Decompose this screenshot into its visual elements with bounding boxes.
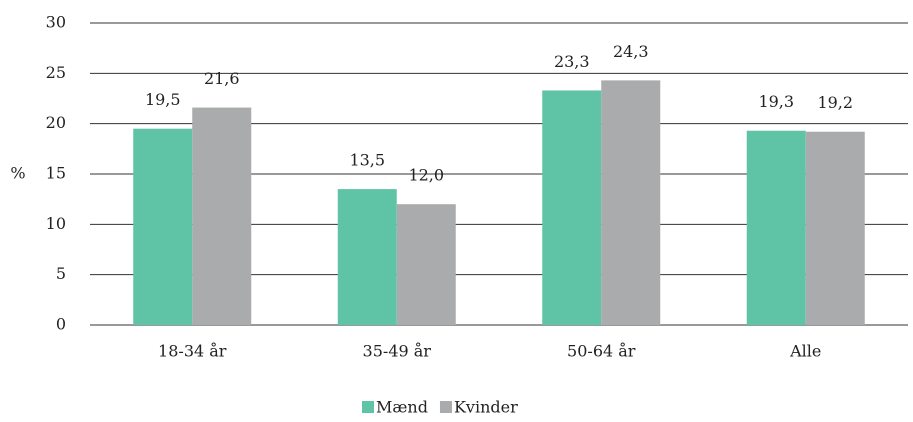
value-label: 12,0: [408, 166, 444, 185]
value-label: 23,3: [554, 52, 590, 71]
bar: [192, 107, 252, 325]
value-label: 19,2: [817, 93, 853, 112]
value-label: 19,5: [145, 90, 181, 109]
bar: [746, 130, 806, 325]
x-tick-label: 35-49 år: [363, 342, 432, 361]
legend-label: Mænd: [376, 398, 428, 417]
y-axis-label: %: [10, 164, 25, 183]
y-tick-label: 15: [46, 164, 66, 183]
y-tick-label: 25: [46, 63, 66, 82]
y-tick-label: 30: [46, 13, 66, 32]
bar: [805, 131, 865, 325]
value-label: 24,3: [613, 42, 649, 61]
y-tick-label: 0: [56, 315, 66, 334]
legend-label: Kvinder: [454, 398, 518, 417]
value-label: 13,5: [349, 151, 385, 170]
y-tick-label: 5: [56, 264, 66, 283]
value-label: 19,3: [758, 92, 794, 111]
x-tick-label: 18-34 år: [158, 342, 227, 361]
y-tick-label: 10: [46, 214, 66, 233]
legend-swatch: [362, 401, 374, 413]
y-tick-label: 20: [46, 113, 66, 132]
value-label: 21,6: [204, 69, 240, 88]
x-tick-label: 50-64 år: [567, 342, 636, 361]
bar: [542, 90, 602, 326]
bar: [396, 204, 456, 325]
bar: [133, 128, 193, 325]
legend-swatch: [439, 401, 452, 413]
x-tick-label: Alle: [789, 342, 821, 361]
bar: [601, 80, 661, 325]
bar: [337, 189, 397, 325]
